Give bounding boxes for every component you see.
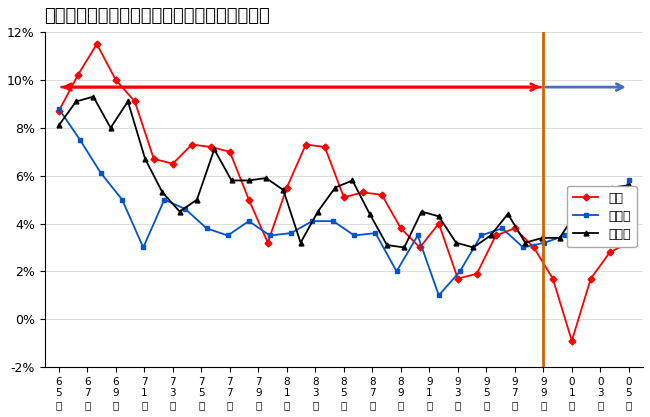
電機 — [55, 108, 62, 113]
全製造 — [296, 240, 304, 245]
全製造 — [55, 123, 62, 128]
自動車 — [519, 245, 527, 250]
自動車 — [118, 197, 126, 202]
全製造 — [556, 235, 564, 240]
自動車 — [308, 219, 316, 224]
全製造 — [227, 178, 235, 183]
電機 — [188, 142, 196, 147]
自動車 — [435, 293, 443, 298]
電機 — [74, 73, 82, 78]
電機 — [359, 190, 367, 195]
全製造 — [245, 178, 253, 183]
電機 — [606, 250, 614, 255]
電機 — [397, 226, 405, 231]
電機 — [454, 276, 462, 281]
電機 — [169, 161, 177, 166]
Line: 自動車: 自動車 — [57, 106, 631, 298]
自動車 — [266, 233, 274, 238]
全製造 — [608, 185, 616, 190]
自動車 — [499, 226, 506, 231]
自動車 — [245, 219, 253, 224]
電機 — [264, 240, 272, 245]
全製造 — [90, 94, 97, 99]
電機 — [302, 142, 309, 147]
電機 — [549, 276, 556, 281]
電機 — [131, 99, 138, 104]
全製造 — [141, 156, 149, 161]
電機 — [378, 192, 385, 197]
全製造 — [590, 207, 598, 212]
全製造 — [262, 176, 270, 181]
自動車 — [181, 207, 189, 212]
自動車 — [562, 233, 569, 238]
自動車 — [477, 233, 485, 238]
全製造 — [435, 214, 443, 219]
自動車 — [224, 233, 231, 238]
全製造 — [452, 240, 460, 245]
電機 — [416, 245, 424, 250]
電機 — [473, 271, 481, 276]
全製造 — [314, 209, 322, 214]
自動車 — [393, 269, 400, 274]
Line: 電機: 電機 — [57, 42, 631, 343]
Line: 全製造: 全製造 — [57, 94, 631, 250]
自動車 — [287, 231, 295, 236]
自動車 — [203, 226, 211, 231]
自動車 — [604, 233, 612, 238]
全製造 — [124, 99, 132, 104]
電機 — [625, 240, 632, 245]
Text: 日本の製造業の営業利益率：法人事業統計から: 日本の製造業の営業利益率：法人事業統計から — [45, 7, 270, 25]
電機 — [492, 233, 500, 238]
電機 — [340, 195, 348, 200]
自動車 — [582, 233, 590, 238]
電機 — [207, 144, 215, 149]
電機 — [587, 276, 595, 281]
自動車 — [76, 137, 84, 142]
電機 — [511, 226, 519, 231]
全製造 — [193, 197, 201, 202]
自動車 — [350, 233, 358, 238]
自動車 — [55, 106, 62, 111]
Legend: 電機, 自動車, 全製造: 電機, 自動車, 全製造 — [567, 186, 637, 247]
自動車 — [330, 219, 337, 224]
電機 — [283, 185, 291, 190]
電機 — [568, 338, 576, 343]
全製造 — [418, 209, 426, 214]
自動車 — [97, 171, 105, 176]
電機 — [321, 144, 329, 149]
電機 — [226, 149, 234, 154]
全製造 — [539, 235, 547, 240]
全製造 — [573, 209, 581, 214]
自動車 — [161, 197, 168, 202]
全製造 — [211, 147, 218, 152]
全製造 — [383, 243, 391, 248]
全製造 — [159, 190, 166, 195]
電機 — [245, 197, 253, 202]
電機 — [93, 42, 101, 47]
全製造 — [487, 233, 495, 238]
全製造 — [625, 183, 632, 188]
全製造 — [332, 185, 339, 190]
自動車 — [414, 233, 422, 238]
電機 — [150, 156, 158, 161]
電機 — [112, 78, 120, 83]
全製造 — [366, 211, 374, 216]
全製造 — [280, 188, 287, 193]
全製造 — [521, 240, 529, 245]
全製造 — [107, 125, 114, 130]
電機 — [435, 221, 443, 226]
全製造 — [72, 99, 80, 104]
自動車 — [139, 245, 147, 250]
全製造 — [469, 245, 477, 250]
電機 — [530, 245, 538, 250]
自動車 — [540, 240, 548, 245]
全製造 — [400, 245, 408, 250]
自動車 — [625, 178, 632, 183]
自動車 — [456, 269, 464, 274]
自動車 — [372, 231, 380, 236]
全製造 — [176, 209, 183, 214]
全製造 — [348, 178, 356, 183]
全製造 — [504, 211, 512, 216]
